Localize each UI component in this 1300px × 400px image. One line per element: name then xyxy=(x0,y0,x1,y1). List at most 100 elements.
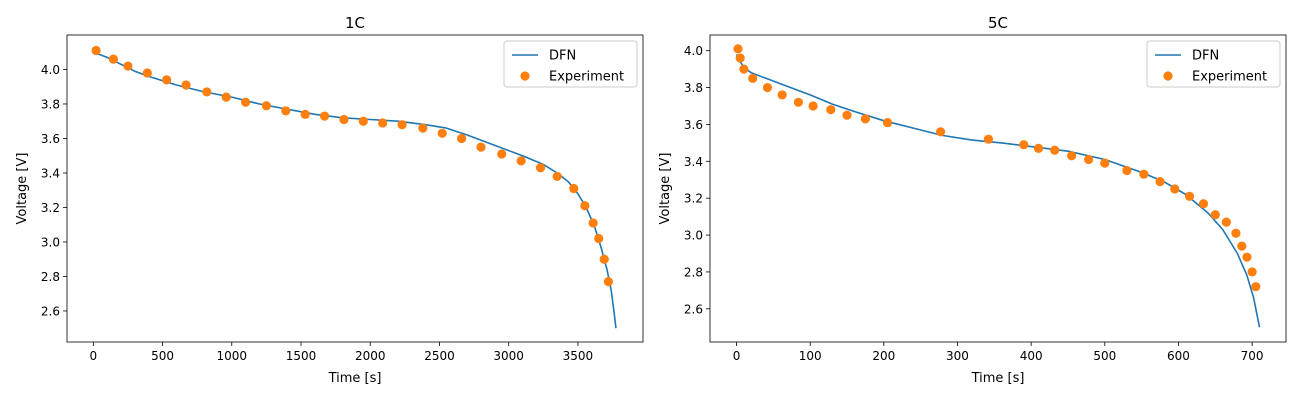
y-axis-label: Voltage [V] xyxy=(658,153,673,225)
y-tick-label: 2.6 xyxy=(41,304,60,318)
data-point xyxy=(882,117,893,128)
data-point xyxy=(599,254,609,264)
data-point xyxy=(739,64,749,74)
y-tick-label: 3.4 xyxy=(41,166,60,180)
data-point xyxy=(594,233,604,244)
data-point xyxy=(808,101,818,111)
data-point xyxy=(826,105,836,115)
data-point xyxy=(142,68,152,78)
legend: DFN Experiment xyxy=(503,40,638,88)
x-tick-label: 400 xyxy=(1020,349,1043,363)
data-point xyxy=(108,54,118,64)
data-point xyxy=(1210,210,1220,220)
chart-title: 5C xyxy=(988,14,1008,32)
legend-label: Experiment xyxy=(1192,70,1267,85)
data-point xyxy=(1100,158,1110,168)
data-point xyxy=(378,118,388,128)
y-tick-label: 3.0 xyxy=(41,235,60,249)
data-point xyxy=(569,183,579,194)
data-point xyxy=(516,156,526,166)
y-tick-label: 2.6 xyxy=(684,302,703,316)
x-tick-label: 500 xyxy=(1093,349,1116,363)
y-tick-label: 4.0 xyxy=(41,63,60,77)
x-tick-label: 300 xyxy=(946,349,969,363)
data-point xyxy=(935,127,946,137)
x-tick-label: 500 xyxy=(151,349,174,363)
data-point xyxy=(397,120,407,130)
data-point xyxy=(1184,191,1195,201)
data-point xyxy=(777,90,787,100)
data-point xyxy=(1067,151,1077,161)
x-tick-label: 700 xyxy=(1241,349,1264,363)
data-point xyxy=(339,114,349,125)
x-tick-label: 100 xyxy=(799,349,822,363)
data-point xyxy=(1155,176,1165,187)
data-point xyxy=(1242,252,1252,262)
x-axis-label: Time [s] xyxy=(971,371,1025,386)
data-point xyxy=(1221,217,1231,227)
data-point xyxy=(793,97,803,107)
data-point xyxy=(358,116,368,126)
y-tick-label: 3.0 xyxy=(684,229,703,243)
data-point xyxy=(1170,184,1180,194)
y-tick-label: 3.8 xyxy=(41,97,60,111)
x-tick-label: 3000 xyxy=(493,349,524,363)
data-point xyxy=(1231,228,1241,238)
data-point xyxy=(588,218,598,228)
data-point xyxy=(552,171,562,182)
data-point xyxy=(1247,267,1257,277)
x-tick-label: 1000 xyxy=(216,349,247,363)
x-axis-label: Time [s] xyxy=(328,371,382,386)
data-point xyxy=(1139,169,1149,179)
data-point xyxy=(762,82,773,93)
data-point xyxy=(123,61,133,71)
data-point xyxy=(1019,140,1029,150)
data-point xyxy=(603,277,613,287)
legend-box xyxy=(1146,40,1281,88)
data-point xyxy=(497,149,507,159)
y-tick-label: 3.6 xyxy=(41,132,60,146)
axes-frame xyxy=(66,34,644,343)
chart-5c: 5C 0 100 200 300 400 500 600 700 2.6 2.8 3.0 3.2 3.4 3… xyxy=(658,14,1287,386)
x-tick-label: 1500 xyxy=(286,349,317,363)
legend-label: DFN xyxy=(1192,49,1219,64)
series-line-dfn xyxy=(93,51,617,329)
y-tick-label: 4.0 xyxy=(684,44,703,58)
x-tick-label: 2000 xyxy=(355,349,386,363)
x-tick-label: 2500 xyxy=(424,349,455,363)
x-tick-label: 0 xyxy=(89,349,97,363)
data-point xyxy=(983,134,994,144)
data-point xyxy=(241,97,251,107)
chart-1c: 1C 0 500 1000 1500 2000 2500 3000 3500 2.6 2.8 3.0 3… xyxy=(15,14,644,386)
x-tick-label: 0 xyxy=(733,349,741,363)
y-tick-label: 3.8 xyxy=(684,81,703,95)
axes-frame xyxy=(709,34,1287,343)
legend-label: DFN xyxy=(549,49,576,64)
data-point xyxy=(733,44,743,54)
data-point xyxy=(535,163,546,173)
x-tick-label: 3500 xyxy=(563,349,594,363)
legend-box xyxy=(503,40,638,88)
data-point xyxy=(1083,154,1094,165)
data-point xyxy=(221,92,231,102)
data-point xyxy=(162,75,172,85)
data-point xyxy=(1237,241,1247,251)
y-tick-label: 3.4 xyxy=(684,155,703,169)
data-point xyxy=(457,133,467,144)
data-point xyxy=(181,80,191,90)
data-point xyxy=(476,142,486,152)
data-point xyxy=(300,109,310,119)
data-point xyxy=(580,201,590,211)
legend: DFN Experiment xyxy=(1146,40,1281,88)
data-point xyxy=(1198,199,1209,209)
data-point xyxy=(319,111,330,121)
y-axis-label: Voltage [V] xyxy=(15,153,30,225)
data-point xyxy=(281,106,291,116)
legend-marker-swatch xyxy=(1163,71,1173,81)
y-tick-label: 3.2 xyxy=(684,192,703,206)
data-point xyxy=(860,114,871,124)
y-tick-label: 3.6 xyxy=(684,118,703,132)
y-tick-label: 2.8 xyxy=(684,265,703,279)
data-point xyxy=(1050,145,1060,155)
y-tick-label: 3.2 xyxy=(41,201,60,215)
